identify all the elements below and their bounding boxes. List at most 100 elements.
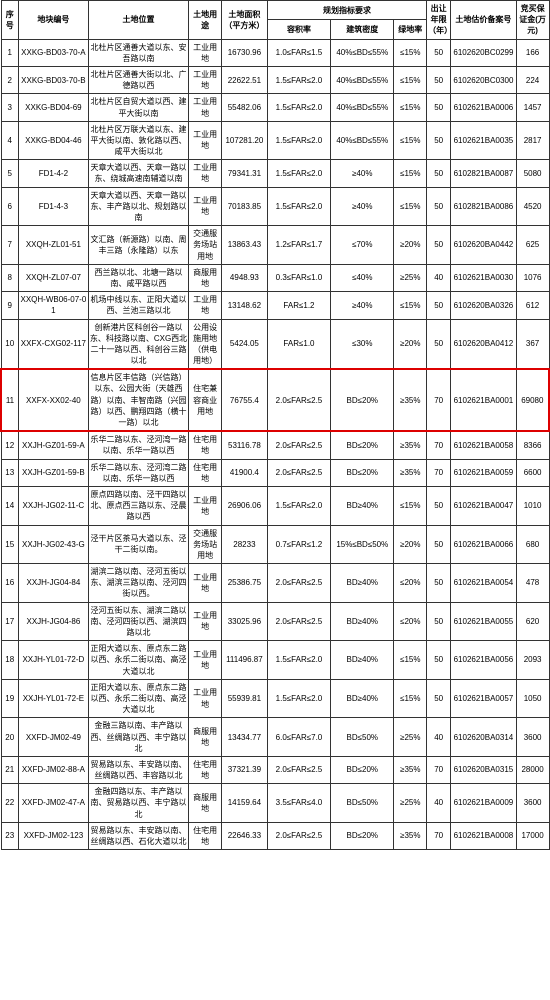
cell-year: 70 (427, 756, 451, 783)
cell-code: XXJH-YL01-72-D (18, 641, 88, 680)
cell-green: ≤15% (394, 486, 427, 525)
cell-bond: 2817 (516, 121, 549, 160)
cell-bd: BD≥40% (331, 679, 394, 718)
cell-far: 0.7≤FAR≤1.2 (267, 525, 330, 564)
cell-green: ≤15% (394, 94, 427, 121)
cell-year: 50 (427, 564, 451, 603)
cell-year: 70 (427, 369, 451, 431)
cell-bond: 8366 (516, 431, 549, 459)
cell-far: 2.0≤FAR≤2.5 (267, 564, 330, 603)
cell-code: XXFD-JM02-123 (18, 822, 88, 849)
cell-far: 1.5≤FAR≤2.0 (267, 121, 330, 160)
cell-bd: BD≤50% (331, 718, 394, 757)
table-row: 23XXFD-JM02-123贸易路以东、丰安路以南、丝绸路以西、石化大道以北住… (1, 822, 549, 849)
cell-loc: 天章大道以西、天章一路以东、绕城高速南辅道以南 (88, 160, 188, 187)
cell-use: 工业用地 (189, 679, 222, 718)
cell-far: 0.3≤FAR≤1.0 (267, 264, 330, 291)
table-row: 19XXJH-YL01-72-E正阳大道以东、原点东二路以西、永乐二街以南、高泾… (1, 679, 549, 718)
cell-valno: 6102821BA0087 (451, 160, 516, 187)
cell-use: 工业用地 (189, 39, 222, 66)
cell-far: 1.5≤FAR≤2.0 (267, 94, 330, 121)
table-row: 14XXJH-JG02-11-C原点四路以南、泾干四路以北、原点西三路以东、泾晨… (1, 486, 549, 525)
table-row: 2XXKG-BD03-70-B北杜片区通善大街以北、广德路以西工业用地22622… (1, 66, 549, 93)
cell-use: 交通服务场站用地 (189, 226, 222, 265)
cell-valno: 6102621BA0030 (451, 264, 516, 291)
cell-seq: 20 (1, 718, 18, 757)
cell-area: 76755.4 (221, 369, 267, 431)
cell-bond: 612 (516, 292, 549, 319)
cell-seq: 8 (1, 264, 18, 291)
cell-year: 50 (427, 319, 451, 369)
cell-far: 1.5≤FAR≤2.0 (267, 641, 330, 680)
cell-loc: 北杜片区万联大道以东、建平大街以南、敦化路以西、咸平大街以北 (88, 121, 188, 160)
table-row: 21XXFD-JM02-88-A贸易路以东、丰安路以南、丝绸路以西、丰容路以北住… (1, 756, 549, 783)
table-row: 7XXQH-ZL01-51文汇路（新源路）以南、周丰三路（永隆路）以东交通服务场… (1, 226, 549, 265)
cell-use: 工业用地 (189, 641, 222, 680)
cell-bd: BD≤20% (331, 459, 394, 486)
cell-loc: 泾河五街以东、湖滨二路以南、泾河四街以西、湖滨四路以北 (88, 602, 188, 641)
cell-bd: 40%≤BD≤55% (331, 94, 394, 121)
cell-area: 26906.06 (221, 486, 267, 525)
cell-seq: 15 (1, 525, 18, 564)
cell-green: ≥35% (394, 756, 427, 783)
cell-valno: 6102620BA0442 (451, 226, 516, 265)
cell-bd: BD≤50% (331, 784, 394, 823)
cell-bond: 224 (516, 66, 549, 93)
cell-year: 70 (427, 822, 451, 849)
cell-valno: 6102620BA0412 (451, 319, 516, 369)
cell-area: 79341.31 (221, 160, 267, 187)
cell-valno: 6102621BA0035 (451, 121, 516, 160)
cell-seq: 21 (1, 756, 18, 783)
cell-far: 1.2≤FAR≤1.7 (267, 226, 330, 265)
cell-seq: 7 (1, 226, 18, 265)
cell-area: 37321.39 (221, 756, 267, 783)
cell-bd: ≥40% (331, 292, 394, 319)
cell-area: 22646.33 (221, 822, 267, 849)
cell-code: FD1-4-3 (18, 187, 88, 226)
cell-use: 住宅用地 (189, 822, 222, 849)
cell-valno: 6102621BA0009 (451, 784, 516, 823)
cell-bd: BD≤20% (331, 431, 394, 459)
cell-year: 50 (427, 94, 451, 121)
cell-loc: 乐华二路以东、泾河湾一路以南、乐华一路以西 (88, 431, 188, 459)
cell-bd: ≤40% (331, 264, 394, 291)
cell-seq: 18 (1, 641, 18, 680)
cell-bond: 17000 (516, 822, 549, 849)
cell-code: XXKG-BD04-46 (18, 121, 88, 160)
table-row: 15XXJH-JG02-43-G泾干片区茶马大道以东、泾干二街以南。交通服务场站… (1, 525, 549, 564)
col-use-header: 土地用途 (189, 1, 222, 40)
cell-code: XXKG-BD03-70-A (18, 39, 88, 66)
cell-loc: 贸易路以东、丰安路以南、丝绸路以西、丰容路以北 (88, 756, 188, 783)
cell-far: FAR≤1.2 (267, 292, 330, 319)
cell-far: FAR≤1.0 (267, 319, 330, 369)
cell-far: 6.0≤FAR≤7.0 (267, 718, 330, 757)
cell-green: ≥35% (394, 459, 427, 486)
cell-green: ≤15% (394, 641, 427, 680)
cell-green: ≥20% (394, 319, 427, 369)
cell-year: 50 (427, 292, 451, 319)
cell-valno: 6102620BA0326 (451, 292, 516, 319)
cell-valno: 6102621BA0056 (451, 641, 516, 680)
cell-seq: 14 (1, 486, 18, 525)
cell-year: 50 (427, 486, 451, 525)
cell-green: ≤20% (394, 602, 427, 641)
cell-use: 交通服务场站用地 (189, 525, 222, 564)
cell-loc: 乐华二路以东、泾河湾二路以南、乐华一路以西 (88, 459, 188, 486)
cell-area: 14159.64 (221, 784, 267, 823)
cell-year: 50 (427, 679, 451, 718)
cell-valno: 6102621BA0054 (451, 564, 516, 603)
cell-year: 50 (427, 641, 451, 680)
cell-code: XXFX-CXG02-117 (18, 319, 88, 369)
cell-use: 工业用地 (189, 602, 222, 641)
cell-bd: ≤30% (331, 319, 394, 369)
cell-valno: 6102620BA0314 (451, 718, 516, 757)
cell-use: 住宅用地 (189, 431, 222, 459)
cell-code: XXJH-YL01-72-E (18, 679, 88, 718)
cell-bond: 478 (516, 564, 549, 603)
cell-code: XXFD-JM02-49 (18, 718, 88, 757)
cell-year: 40 (427, 264, 451, 291)
cell-loc: 正阳大道以东、原点东二路以西、永乐二街以南、高泾大道以北 (88, 641, 188, 680)
table-row: 13XXJH-GZ01-59-B乐华二路以东、泾河湾二路以南、乐华一路以西住宅用… (1, 459, 549, 486)
cell-area: 41900.4 (221, 459, 267, 486)
cell-green: ≥35% (394, 431, 427, 459)
